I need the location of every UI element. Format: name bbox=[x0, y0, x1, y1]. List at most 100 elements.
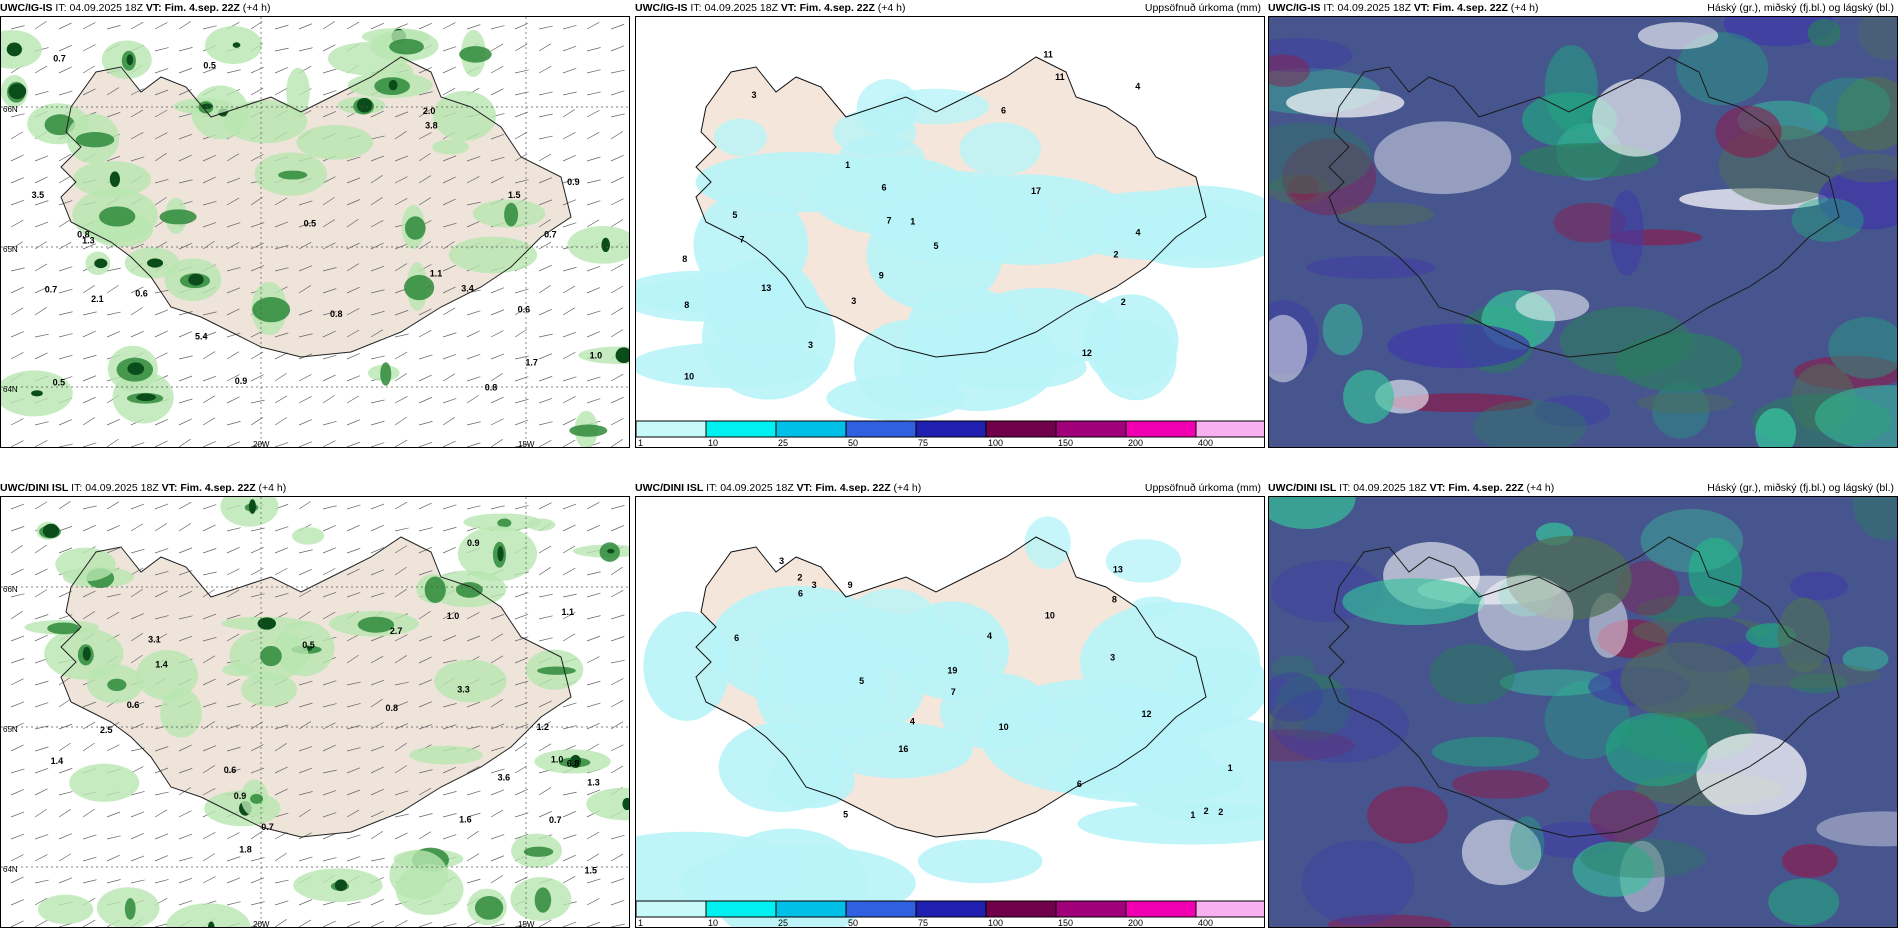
precip-heavy bbox=[147, 258, 164, 268]
wind-barb bbox=[130, 723, 144, 730]
wind-barb bbox=[10, 177, 25, 184]
wind-barb bbox=[418, 241, 431, 250]
precip-heavy bbox=[570, 754, 582, 769]
wind-barb bbox=[58, 698, 71, 708]
cloud-blob bbox=[1640, 508, 1744, 573]
precip-moderate bbox=[75, 132, 115, 148]
wind-barb bbox=[610, 566, 623, 576]
wind-barb bbox=[34, 702, 49, 708]
cloud-blob bbox=[1286, 88, 1405, 118]
precip-heavy bbox=[622, 797, 629, 811]
wind-barb bbox=[610, 721, 624, 730]
wind-barb bbox=[442, 659, 457, 664]
wind-barb bbox=[154, 809, 168, 818]
wind-barb bbox=[178, 67, 193, 74]
wind-barb bbox=[178, 501, 192, 510]
wind-barb bbox=[538, 439, 552, 447]
wind-barb bbox=[82, 417, 95, 426]
wind-barb bbox=[10, 593, 25, 598]
cloud-blob bbox=[1269, 314, 1308, 383]
wind-barb bbox=[10, 154, 24, 162]
wind-barb bbox=[610, 923, 625, 927]
value-label: 0.5 bbox=[203, 61, 216, 71]
wind-barb bbox=[610, 90, 625, 96]
wind-barb bbox=[274, 221, 289, 228]
value-label: 3 bbox=[812, 580, 817, 590]
wind-barb bbox=[370, 722, 384, 730]
cloud-blob bbox=[1592, 78, 1681, 157]
wind-barb bbox=[610, 636, 625, 642]
wind-barb bbox=[34, 90, 49, 96]
cloud-blob bbox=[1322, 303, 1363, 356]
wind-barb bbox=[322, 722, 336, 730]
wind-barb bbox=[58, 768, 73, 774]
cloud-blob bbox=[1272, 687, 1410, 763]
wind-barb bbox=[202, 222, 217, 228]
wind-barb bbox=[82, 22, 96, 30]
wind-barb bbox=[562, 45, 577, 52]
wind-barb bbox=[154, 833, 169, 840]
wind-barb bbox=[58, 791, 73, 796]
wind-barb bbox=[610, 23, 625, 30]
wind-barb bbox=[346, 568, 360, 576]
wind-barb bbox=[298, 374, 312, 382]
wind-barb bbox=[490, 43, 504, 52]
map-panel-6: UWC/DINI ISL IT: 04.09.2025 18Z VT: Fim.… bbox=[1268, 480, 1898, 928]
wind-barb bbox=[586, 571, 601, 576]
wind-barb bbox=[538, 545, 552, 554]
precip-area bbox=[1105, 539, 1182, 583]
wind-barb bbox=[586, 310, 601, 316]
wind-barb bbox=[466, 220, 480, 228]
wind-barb bbox=[610, 678, 624, 686]
wind-barb bbox=[586, 743, 600, 752]
wind-barb bbox=[34, 440, 48, 447]
value-label: 1.3 bbox=[587, 777, 600, 787]
wind-barb bbox=[202, 702, 217, 708]
cloud-blob bbox=[1269, 497, 1356, 529]
value-label: 1.4 bbox=[155, 659, 168, 669]
wind-barb bbox=[370, 547, 384, 554]
wind-barb bbox=[538, 615, 553, 620]
wind-barb bbox=[418, 922, 433, 927]
precip-moderate bbox=[474, 895, 504, 920]
wind-barb bbox=[34, 808, 47, 818]
cloud-blob bbox=[1269, 174, 1331, 205]
wind-barb bbox=[490, 418, 504, 426]
wind-barb bbox=[586, 853, 600, 862]
value-label: 6 bbox=[798, 588, 803, 598]
cloud-blob bbox=[1609, 190, 1644, 276]
wind-barb bbox=[58, 333, 73, 338]
wind-barb bbox=[514, 23, 528, 30]
header-vt-value: Fim. 4.sep. 22Z bbox=[180, 482, 256, 494]
wind-barb bbox=[490, 505, 505, 510]
wind-barb bbox=[250, 921, 265, 927]
wind-barb bbox=[226, 901, 241, 906]
wind-barb bbox=[250, 154, 264, 162]
header-model: UWC/DINI ISL bbox=[635, 482, 704, 494]
wind-barb bbox=[34, 155, 49, 162]
wind-barb bbox=[442, 66, 456, 74]
header-vt-value: Fim. 4.sep. 22Z bbox=[799, 2, 875, 14]
wind-barb bbox=[466, 421, 481, 426]
wind-barb bbox=[562, 376, 577, 382]
wind-barb bbox=[82, 396, 96, 404]
wind-barb bbox=[154, 289, 169, 294]
wind-barb bbox=[250, 830, 263, 840]
cloud-blob bbox=[1499, 669, 1612, 696]
map-canvas: 20W 15W 66N 65N 64N 6.8 0.9 1.4 1.1 0.7 0.8 1.0 1.2 3… bbox=[1, 497, 629, 927]
precip-moderate bbox=[569, 424, 608, 437]
colorbar-label: 75 bbox=[918, 918, 928, 928]
wind-barb bbox=[466, 830, 479, 840]
cloud-blob bbox=[1282, 138, 1377, 216]
header-model: UWC/DINI ISL bbox=[1268, 482, 1337, 494]
wind-barb bbox=[226, 287, 241, 294]
wind-barb bbox=[442, 791, 457, 796]
value-label: 6 bbox=[1001, 105, 1006, 115]
wind-barb bbox=[514, 765, 528, 774]
wind-barb bbox=[466, 853, 480, 862]
wind-barb bbox=[322, 833, 337, 840]
wind-barb bbox=[298, 441, 313, 447]
wind-barb bbox=[466, 330, 480, 338]
wind-barb bbox=[58, 219, 71, 228]
wind-barb bbox=[154, 879, 169, 884]
